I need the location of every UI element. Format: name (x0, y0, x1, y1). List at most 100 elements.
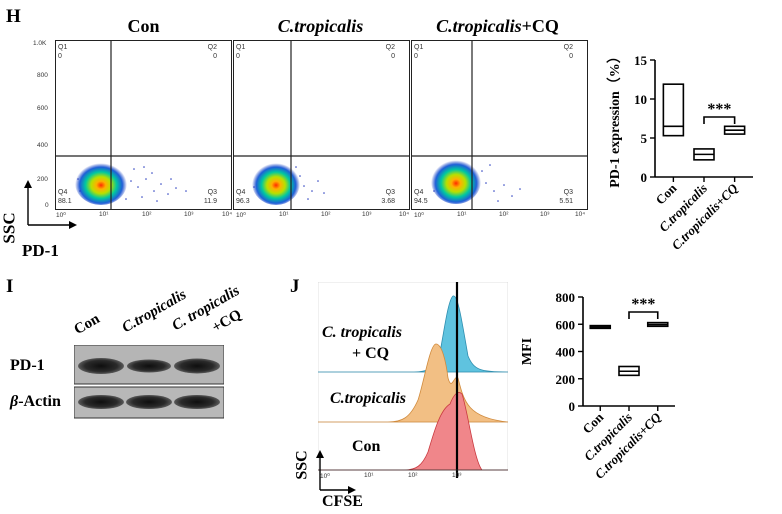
band-actin-ctropicalis-cq (174, 395, 220, 409)
quadrant-label: Q1 (58, 44, 68, 51)
quadrant-value: 88.1 (58, 198, 72, 205)
density-core (75, 161, 127, 205)
y-axis-label: MFI (520, 338, 535, 365)
quadrant-label: Q3 (563, 189, 573, 196)
wb-row-label-pd1: PD-1 (10, 357, 45, 374)
y-tick-label: 10 (634, 92, 647, 107)
panel-letter-h: H (6, 6, 21, 27)
scatter-dots (433, 164, 521, 202)
flow-ytick: 0 (45, 202, 49, 209)
flow-title-ctropicalis-cq-italic: C.tropicalis (436, 16, 522, 36)
cfse-ylabel-ssc: SSC (293, 450, 311, 480)
quadrant-label: Q4 (414, 189, 424, 196)
flow-ytick: 200 (37, 176, 48, 183)
flow-xtick: 10³ (184, 211, 194, 218)
quadrant-value: 11.9 (203, 198, 217, 205)
panel-letter-j: J (290, 276, 300, 297)
y-tick-label: 5 (641, 131, 648, 146)
y-tick-label: 600 (556, 317, 576, 332)
band-pd1-ctropicalis (127, 359, 171, 373)
quadrant-value: 3.68 (381, 198, 395, 205)
quadrant-label: Q3 (207, 189, 217, 196)
flow-xtick: 10³ (540, 211, 550, 218)
quadrant-label: Q4 (58, 189, 68, 196)
y-tick-label: 400 (556, 345, 576, 360)
scatter-dots (77, 166, 187, 202)
quadrant-value: 0 (391, 53, 395, 60)
flow-ytick: 1.0K (33, 40, 47, 47)
cfse-label-ctropicalis-cq: C. tropicalis (322, 324, 403, 341)
wb-lane-con: Con (71, 310, 103, 339)
band-actin-con (78, 395, 124, 409)
flow-xtick: 10⁰ (56, 212, 66, 219)
significance-bracket (628, 311, 659, 319)
wb-beta-glyph: β (10, 393, 19, 410)
flow-title-ctropicalis-cq-plain: +CQ (521, 16, 559, 36)
cfse-label-cq-suffix: + CQ (352, 345, 390, 362)
quadrant-label: Q2 (207, 44, 217, 51)
histogram-con (318, 392, 508, 471)
significance-stars: *** (707, 101, 731, 118)
flow-xtick: 10⁴ (399, 211, 410, 218)
y-tick-label: 0 (641, 170, 648, 185)
flow-density-con (56, 41, 231, 209)
panel-letter-i: I (6, 276, 14, 297)
flow-xlabel-pd1: PD-1 (22, 241, 59, 260)
cfse-axis-arrows (316, 450, 356, 494)
y-tick-label: 15 (634, 53, 648, 68)
density-core (252, 161, 300, 205)
flow-ytick: 400 (37, 142, 48, 149)
western-blot (74, 345, 224, 419)
quadrant-label: Q2 (563, 44, 573, 51)
cfse-label-con: Con (352, 438, 381, 455)
flow-title-con: Con (127, 16, 160, 36)
y-axis-label: PD-1 expression（%） (607, 49, 623, 188)
flow-xtick: 10¹ (279, 211, 289, 218)
quadrant-label: Q1 (236, 44, 246, 51)
quadrant-value: 0 (236, 53, 240, 60)
flow-ytick: 600 (37, 105, 48, 112)
quadrant-value: 94.5 (414, 198, 428, 205)
flow-xtick: 10² (499, 211, 509, 218)
cfse-xlabel: CFSE (322, 493, 363, 510)
cfse-histogram (318, 282, 508, 478)
flow-plot-con: Q1 0 Q2 0 Q4 88.1 Q3 11.9 (55, 40, 232, 210)
quadrant-value: 0 (414, 53, 418, 60)
flow-plot-ctropicalis: Q1 0 Q2 0 Q4 96.3 Q3 3.68 (233, 40, 410, 210)
quadrant-label: Q2 (385, 44, 395, 51)
flow-title-ctropicalis-cq: C.tropicalis+CQ (410, 16, 585, 37)
density-core (431, 158, 481, 204)
flow-xtick: 10⁴ (575, 211, 586, 218)
flow-xtick: 10² (142, 211, 152, 218)
cfse-xtick: 10³ (452, 472, 462, 479)
flow-xtick: 10² (321, 211, 331, 218)
band-pd1-ctropicalis-cq (174, 358, 220, 374)
y-tick-label: 0 (569, 399, 576, 414)
quadrant-label: Q4 (236, 189, 246, 196)
wb-row-label-actin: β-Actin (10, 393, 61, 411)
flow-title-ctropicalis: C.tropicalis (277, 16, 364, 36)
band-pd1-con (78, 358, 124, 374)
quadrant-label: Q3 (385, 189, 395, 196)
significance-stars: *** (631, 296, 655, 313)
quadrant-value: 0 (213, 53, 217, 60)
cfse-xtick: 10¹ (364, 472, 374, 479)
flow-ytick: 800 (37, 72, 48, 79)
significance-bracket (703, 116, 736, 124)
wb-actin-text: -Actin (18, 393, 61, 410)
flow-density-ctropicalis-cq (412, 41, 587, 209)
scatter-dots (253, 166, 325, 200)
flow-ylabel-ssc: SSC (0, 212, 19, 244)
chart-mfi: 0200400600800MFIConC.tropicalisC.tropica… (520, 290, 675, 482)
flow-xtick: 10³ (362, 211, 372, 218)
flow-density-ctropicalis (234, 41, 409, 209)
quadrant-label: Q1 (414, 44, 424, 51)
flow-xtick: 10¹ (457, 211, 467, 218)
flow-xtick: 10⁰ (414, 212, 424, 219)
cfse-label-ctropicalis: C.tropicalis (330, 390, 407, 407)
box-0 (662, 83, 685, 137)
quadrant-value: 0 (569, 53, 573, 60)
y-tick-label: 200 (556, 372, 576, 387)
flow-xtick: 10⁰ (236, 212, 246, 219)
